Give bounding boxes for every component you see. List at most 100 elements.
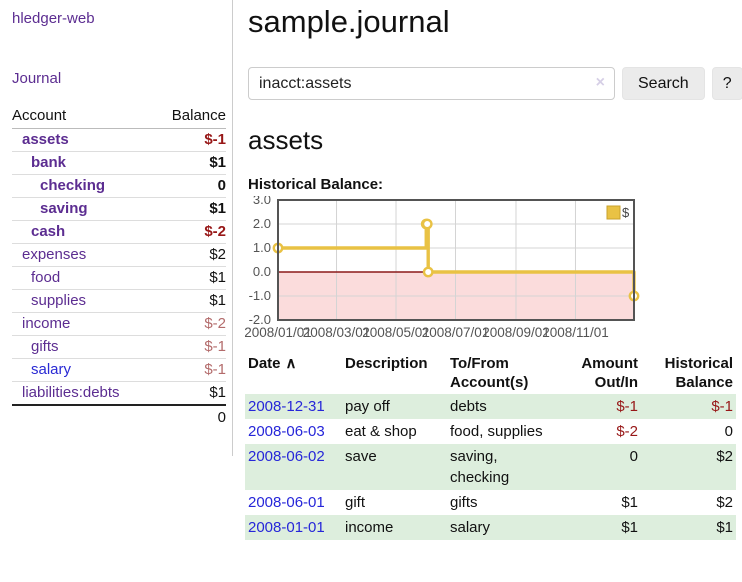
amount-cell: 0 — [629, 448, 638, 465]
account-balance: $2 — [154, 243, 226, 267]
svg-text:2008/09/01: 2008/09/01 — [482, 325, 550, 340]
description-cell: eat & shop — [345, 423, 417, 440]
account-link[interactable]: gifts — [31, 338, 59, 355]
account-row: gifts $-1 — [12, 335, 226, 359]
svg-text:-1.0: -1.0 — [249, 288, 271, 303]
svg-text:2.0: 2.0 — [253, 216, 271, 231]
search-button[interactable]: Search — [622, 67, 705, 100]
transaction-row: 2008-06-02 save saving, checking 0 $2 — [245, 444, 736, 490]
accounts-total-row: 0 — [12, 404, 226, 429]
account-balance: $1 — [154, 289, 226, 313]
date-cell: 2008-06-01 — [245, 490, 342, 515]
transaction-date-link[interactable]: 2008-01-01 — [248, 519, 325, 536]
accounts-cell: debts — [450, 398, 487, 415]
account-link[interactable]: income — [22, 315, 71, 332]
transaction-date-link[interactable]: 2008-06-02 — [248, 448, 325, 465]
account-link[interactable]: food — [31, 269, 61, 286]
amount-cell: $-2 — [616, 423, 638, 440]
account-balance: $1 — [154, 197, 226, 221]
transaction-date-link[interactable]: 2008-06-01 — [248, 494, 325, 511]
chart-title: Historical Balance: — [248, 176, 384, 193]
svg-text:1.0: 1.0 — [253, 240, 271, 255]
balance-column-header-register: Historical Balance — [664, 355, 733, 391]
account-balance: $1 — [154, 266, 226, 290]
description-cell: pay off — [345, 398, 390, 415]
sidebar-item-journal[interactable]: Journal — [12, 70, 62, 87]
account-row: supplies $1 — [12, 289, 226, 313]
search-box: × — [248, 67, 615, 100]
page-title: sample.journal — [248, 4, 450, 39]
transaction-row: 2008-06-01 gift gifts $1 $2 — [245, 490, 736, 515]
account-link[interactable]: cash — [31, 223, 66, 240]
search-input[interactable] — [248, 67, 615, 100]
accounts-cell: gifts — [450, 494, 478, 511]
account-balance: $-1 — [154, 335, 226, 359]
account-heading: assets — [248, 125, 324, 155]
main-content: sample.journal × Search ? assets Histori… — [245, 0, 742, 540]
description-cell: save — [345, 448, 377, 465]
account-link[interactable]: expenses — [22, 246, 87, 263]
account-link[interactable]: checking — [40, 177, 106, 194]
description-cell: gift — [345, 494, 366, 511]
transaction-date-link[interactable]: 2008-12-31 — [248, 398, 325, 415]
svg-text:3.0: 3.0 — [253, 196, 271, 207]
svg-text:2008/01/01: 2008/01/01 — [245, 325, 312, 340]
accounts-cell: food, supplies — [450, 423, 543, 440]
balance-cell: 0 — [724, 423, 733, 440]
account-row: saving $1 — [12, 197, 226, 221]
account-balance: $-1 — [154, 358, 226, 382]
account-row: food $1 — [12, 266, 226, 290]
account-row: bank $1 — [12, 151, 226, 175]
date-cell: 2008-06-02 — [245, 444, 342, 490]
account-link[interactable]: salary — [31, 361, 72, 378]
account-row: liabilities:debts $1 — [12, 381, 226, 406]
transaction-row: 2008-01-01 income salary $1 $1 — [245, 515, 736, 540]
svg-text:2008/03/01: 2008/03/01 — [303, 325, 371, 340]
date-cell: 2008-06-03 — [245, 419, 342, 444]
account-row: income $-2 — [12, 312, 226, 336]
account-row: assets $-1 — [12, 128, 226, 152]
accounts-cell: salary — [450, 519, 491, 536]
brand-link[interactable]: hledger-web — [12, 10, 95, 27]
account-link[interactable]: liabilities:debts — [22, 384, 120, 401]
balance-column-header: Balance — [154, 105, 226, 129]
accounts-total-value: 0 — [154, 404, 226, 429]
account-balance: $1 — [154, 381, 226, 406]
account-balance: $-2 — [154, 220, 226, 244]
register-header-row: Date ∧ Description To/From Account(s) Amou… — [245, 352, 736, 394]
description-column-header: Description — [345, 355, 428, 372]
balance-cell: $-1 — [711, 398, 733, 415]
description-cell: income — [345, 519, 394, 536]
account-row: checking 0 — [12, 174, 226, 198]
account-link[interactable]: supplies — [31, 292, 87, 309]
transaction-date-link[interactable]: 2008-06-03 — [248, 423, 325, 440]
svg-text:2008/05/01: 2008/05/01 — [362, 325, 430, 340]
account-row: cash $-2 — [12, 220, 226, 244]
svg-text:2008/11/01: 2008/11/01 — [542, 325, 609, 340]
date-column-header[interactable]: Date ∧ — [248, 355, 297, 372]
svg-text:0.0: 0.0 — [253, 264, 271, 279]
register-table: Date ∧ Description To/From Account(s) Amou… — [245, 352, 736, 540]
sort-ascending-icon: ∧ — [285, 355, 297, 372]
account-row: salary $-1 — [12, 358, 226, 382]
help-button[interactable]: ? — [711, 67, 742, 100]
amount-cell: $1 — [621, 519, 638, 536]
account-balance: 0 — [154, 174, 226, 198]
account-link[interactable]: bank — [31, 154, 67, 171]
app-brand: hledger-web — [12, 10, 226, 28]
clear-search-icon[interactable]: × — [595, 74, 605, 91]
account-link[interactable]: assets — [22, 131, 69, 148]
account-link[interactable]: saving — [40, 200, 88, 217]
account-column-header: Account — [12, 105, 155, 129]
amount-cell: $1 — [621, 494, 638, 511]
amount-cell: $-1 — [616, 398, 638, 415]
account-balance: $-1 — [154, 128, 226, 152]
accounts-header-row: Account Balance — [12, 105, 226, 129]
historical-balance-chart: $3.0 2.0 1.0 0.0 -1.0 -2.0 2008/01/01 2008/03/0… — [245, 196, 742, 342]
date-cell: 2008-01-01 — [245, 515, 342, 540]
balance-cell: $1 — [716, 519, 733, 536]
date-cell: 2008-12-31 — [245, 394, 342, 419]
amount-column-header: Amount Out/In — [581, 355, 638, 391]
accounts-cell: saving, checking — [450, 448, 510, 486]
transaction-row: 2008-06-03 eat & shop food, supplies $-2 0 — [245, 419, 736, 444]
